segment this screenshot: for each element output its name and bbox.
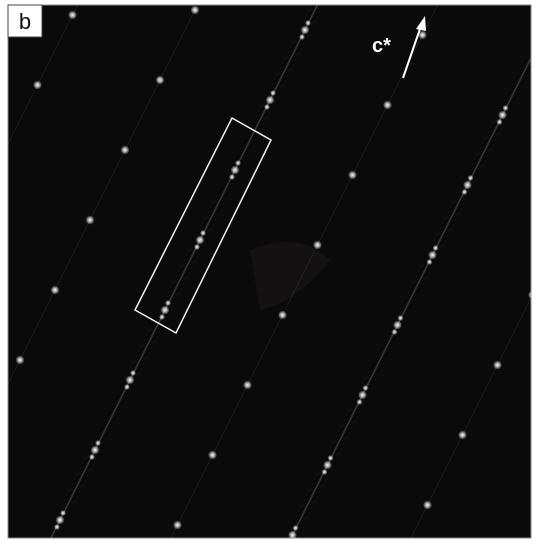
diffraction-spot — [363, 385, 369, 391]
diffraction-spot — [86, 216, 95, 225]
diffraction-spot — [243, 381, 252, 390]
diffraction-spot — [208, 451, 217, 460]
diffraction-spot — [462, 189, 468, 195]
diffraction-spot — [60, 510, 66, 516]
diffraction-spot — [51, 286, 60, 295]
diffraction-spot — [468, 175, 474, 181]
diffraction-spot — [194, 244, 200, 250]
diffraction-spot — [278, 311, 287, 320]
diffraction-spot — [16, 356, 25, 365]
diffraction-spot — [270, 90, 276, 96]
diffraction-spot — [235, 160, 241, 166]
diffraction-spot — [200, 230, 206, 236]
diffraction-spot — [348, 171, 357, 180]
diffraction-spot — [533, 41, 537, 50]
diffraction-spot — [357, 399, 363, 405]
diffraction-spot — [423, 501, 432, 510]
diffraction-spot — [323, 461, 332, 470]
diffraction-spot — [328, 455, 334, 461]
diffraction-spot — [173, 521, 182, 530]
diffraction-spot — [196, 236, 205, 245]
diffraction-spot — [229, 174, 235, 180]
diffraction-spot — [266, 96, 275, 105]
diffraction-spot — [427, 259, 433, 265]
diffraction-spot — [383, 101, 392, 110]
diffraction-spot — [0, 151, 7, 160]
diffraction-spot — [121, 146, 130, 155]
axis-label: c* — [372, 35, 391, 57]
diffraction-spot — [358, 391, 367, 400]
diffraction-spot — [287, 539, 293, 544]
diffraction-spot — [130, 370, 136, 376]
diffraction-spot — [398, 315, 404, 321]
diffraction-spot — [156, 76, 165, 85]
diffraction-spot — [124, 384, 130, 390]
diffraction-spot — [264, 104, 270, 110]
diffraction-spot — [463, 181, 472, 190]
diffraction-spot — [56, 516, 65, 525]
diffraction-figure: b c* — [0, 0, 537, 544]
diffraction-spot — [301, 26, 310, 35]
diffraction-spot — [493, 361, 502, 370]
diffraction-spot — [191, 6, 200, 15]
diffraction-spot — [497, 119, 503, 125]
diffraction-spot — [126, 376, 135, 385]
diffraction-spot — [392, 329, 398, 335]
diffraction-spot — [89, 454, 95, 460]
diffraction-spot — [33, 81, 42, 90]
diffraction-spot — [293, 525, 299, 531]
diffraction-spot — [161, 306, 170, 315]
diffraction-spot — [305, 20, 311, 26]
diffraction-spot — [165, 300, 171, 306]
diffraction-spot — [159, 314, 165, 320]
diffraction-spot — [68, 11, 77, 20]
diffraction-spot — [91, 446, 100, 455]
diffraction-spot — [231, 166, 240, 175]
diffraction-spot — [528, 291, 537, 300]
diffraction-spot — [54, 524, 60, 530]
diffraction-spot — [313, 241, 322, 250]
diffraction-spot — [322, 469, 328, 475]
diffraction-spot — [532, 49, 537, 55]
diffraction-spot — [503, 105, 509, 111]
diffraction-spot — [458, 431, 467, 440]
diffraction-spot — [95, 440, 101, 446]
diffraction-spot — [428, 251, 437, 260]
diffraction-spot — [498, 111, 507, 120]
diffraction-spot — [393, 321, 402, 330]
diffraction-spot — [433, 245, 439, 251]
panel-label: b — [19, 9, 31, 34]
diffraction-spot — [299, 34, 305, 40]
